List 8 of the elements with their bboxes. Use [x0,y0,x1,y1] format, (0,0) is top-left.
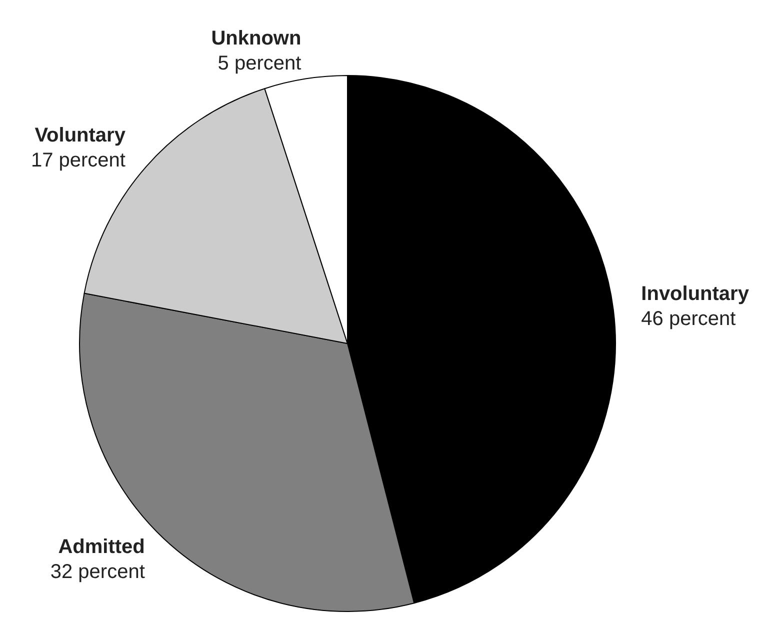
data-label: 32 percent [50,560,146,583]
data-label: 46 percent [641,308,736,330]
slice-label: Voluntary [34,124,126,146]
slice-label: Involuntary [641,282,750,305]
data-label: 17 percent [30,149,126,172]
slice-label: Unknown [211,28,302,50]
data-label: 5 percent [218,52,302,75]
slice-label: Admitted [58,536,145,558]
